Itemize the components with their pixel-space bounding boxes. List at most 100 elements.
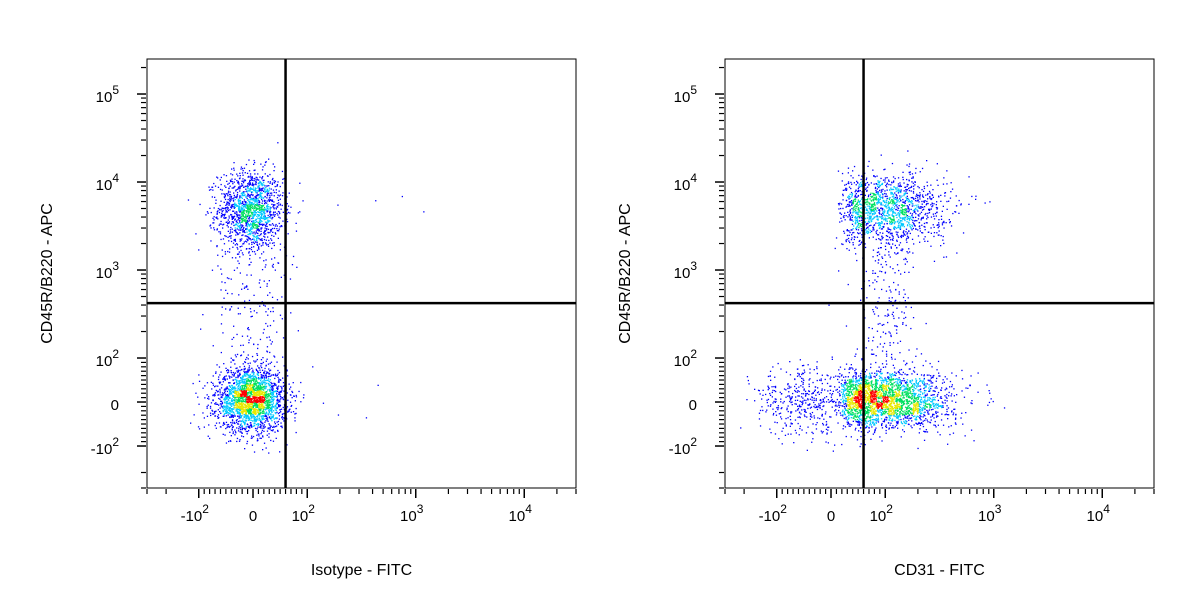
event-dot [941,387,942,388]
event-dot [906,374,907,375]
event-dot [230,411,231,412]
event-dot [239,232,240,233]
event-dot [248,329,249,330]
event-dot [224,392,225,393]
event-dot [273,410,274,411]
event-dot [266,383,267,384]
event-dot [247,401,248,402]
event-dot [250,233,251,234]
event-dot [246,385,247,386]
event-dot [253,386,254,387]
event-dot [826,425,827,426]
event-dot [287,406,288,407]
event-dot [257,431,258,432]
event-dot [207,408,208,409]
event-dot [261,209,262,210]
event-dot [246,357,247,358]
event-dot [210,415,211,416]
event-dot [249,340,250,341]
event-dot [273,201,274,202]
event-dot [924,188,925,189]
event-dot [930,381,931,382]
event-dot [233,200,234,201]
event-dot [882,427,883,428]
event-dot [281,387,282,388]
event-dot [933,424,934,425]
event-dot [256,383,257,384]
event-dot [227,225,228,226]
event-dot [874,289,875,290]
event-dot [267,421,268,422]
event-dot [886,360,887,361]
event-dot [249,384,250,385]
event-dot [935,426,936,427]
event-dot [774,390,775,391]
event-dot [890,425,891,426]
event-dot [271,218,272,219]
event-dot [259,418,260,419]
event-dot [786,372,787,373]
event-dot [865,371,866,372]
event-dot [919,428,920,429]
event-dot [944,395,945,396]
event-dot [253,344,254,345]
event-dot [252,420,253,421]
event-dot [253,220,254,221]
event-dot [945,376,946,377]
event-dot [260,164,261,165]
event-dot [898,317,899,318]
event-dot [251,185,252,186]
event-dot [240,210,241,211]
event-dot [262,184,263,185]
event-dot [772,396,773,397]
event-dot [280,386,281,387]
event-dot [828,305,829,306]
event-dot [225,408,226,409]
event-dot [887,322,888,323]
event-dot [248,206,249,207]
event-dot [938,196,939,197]
event-dot [970,375,971,376]
event-dot [799,434,800,435]
event-dot [240,398,241,399]
event-dot [874,313,875,314]
event-dot [274,208,275,209]
event-dot [252,233,253,234]
event-dot [772,409,773,410]
event-dot [210,240,211,241]
event-dot [238,370,239,371]
event-dot [217,214,218,215]
event-dot [239,251,240,252]
event-dot [248,363,249,364]
event-dot [270,340,271,341]
event-dot [256,394,257,395]
event-dot [237,354,238,355]
event-dot [207,406,208,407]
event-dot [940,245,941,246]
event-dot [222,210,223,211]
event-dot [942,211,943,212]
event-dot [235,199,236,200]
event-dot [261,378,262,379]
event-dot [271,343,272,344]
event-dot [775,433,776,434]
event-dot [230,367,231,368]
event-dot [275,232,276,233]
event-dot [207,211,208,212]
event-dot [944,400,945,401]
event-dot [229,233,230,234]
event-dot [794,379,795,380]
event-dot [774,377,775,378]
event-dot [886,354,887,355]
event-dot [216,423,217,424]
event-dot [223,393,224,394]
event-dot [903,360,904,361]
event-dot [232,247,233,248]
event-dot [204,417,205,418]
event-dot [258,204,259,205]
event-dot [950,198,951,199]
event-dot [781,407,782,408]
event-dot [279,212,280,213]
event-dot [288,212,289,213]
event-dot [245,407,246,408]
